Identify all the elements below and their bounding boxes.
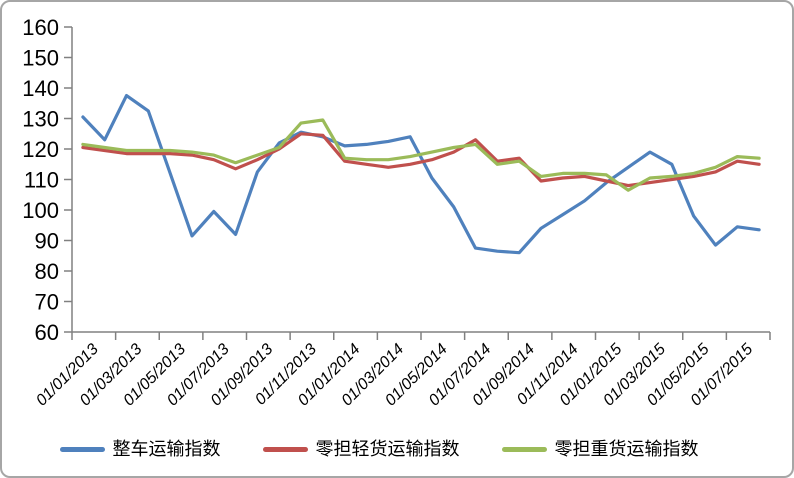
series-line-1 [81, 132, 761, 188]
legend-line-blue-icon [59, 446, 105, 452]
legend-item-ltl-light-index: 零担轻货运输指数 [262, 439, 460, 459]
y-tick-label: 160 [22, 15, 59, 40]
y-tick-label: 70 [35, 290, 59, 315]
y-tick-label: 150 [22, 46, 59, 71]
legend-label-ltl-heavy: 零担重货运输指数 [554, 439, 699, 459]
legend-item-truckload-index: 整车运输指数 [59, 439, 221, 459]
y-tick-label: 90 [35, 229, 59, 254]
y-tick-label: 100 [22, 198, 59, 223]
y-tick-label: 120 [22, 137, 59, 162]
series-line-2 [81, 118, 761, 192]
legend-label-ltl-light: 零担轻货运输指数 [315, 439, 460, 459]
y-tick-label: 130 [22, 107, 59, 132]
legend-line-red-icon [262, 446, 308, 452]
legend-item-ltl-heavy-index: 零担重货运输指数 [501, 439, 699, 459]
series-line-0 [81, 93, 761, 255]
legend-label-truckload: 整车运输指数 [112, 439, 221, 459]
legend-line-green-icon [501, 446, 547, 452]
y-tick-label: 60 [35, 320, 59, 345]
legend: 整车运输指数 零担轻货运输指数 零担重货运输指数 [2, 432, 792, 466]
y-tick-label: 140 [22, 76, 59, 101]
y-tick-label: 110 [24, 168, 59, 193]
y-tick-label: 80 [35, 259, 59, 284]
